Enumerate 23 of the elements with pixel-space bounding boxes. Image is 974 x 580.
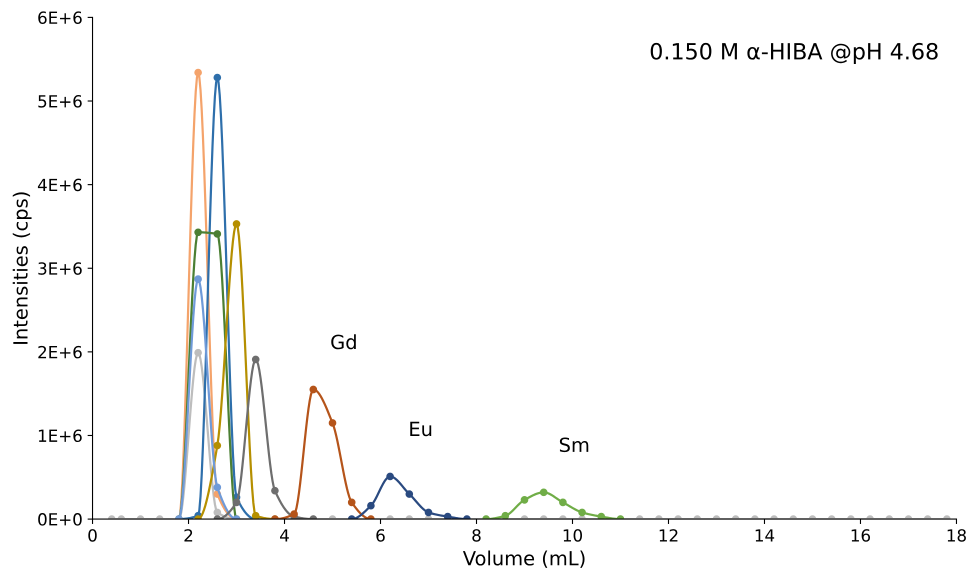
annotation: Gd: [331, 334, 356, 350]
x-axis-title: Volume (mL): [462, 550, 585, 568]
annotation: Eu: [410, 422, 432, 436]
x-tick-label: 14: [756, 529, 774, 542]
x-tick-label: 16: [852, 529, 870, 542]
x-tick-label: 12: [660, 529, 678, 542]
x-tick-label: 8: [472, 529, 481, 542]
y-tick-label: 1E+6: [38, 429, 82, 442]
y-tick-label: 0E+0: [38, 513, 82, 526]
annotation: 0.150 M α-HIBA @pH 4.68: [650, 42, 938, 64]
x-tick-label: 0: [88, 529, 97, 542]
y-tick-label: 2E+6: [38, 346, 82, 358]
x-tick-label: 4: [280, 529, 289, 542]
y-axis-title: Intensities (cps): [12, 192, 32, 344]
y-tick-label: 6E+6: [38, 11, 82, 24]
y-tick-label: 3E+6: [38, 262, 82, 275]
y-tick-label: 5E+6: [38, 94, 82, 108]
y-tick-label: 4E+6: [38, 178, 82, 192]
x-tick-label: 10: [564, 529, 582, 542]
x-tick-label: 6: [376, 529, 385, 542]
annotation: Sm: [560, 437, 588, 452]
x-tick-label: 2: [184, 529, 192, 542]
x-tick-label: 18: [948, 529, 966, 542]
